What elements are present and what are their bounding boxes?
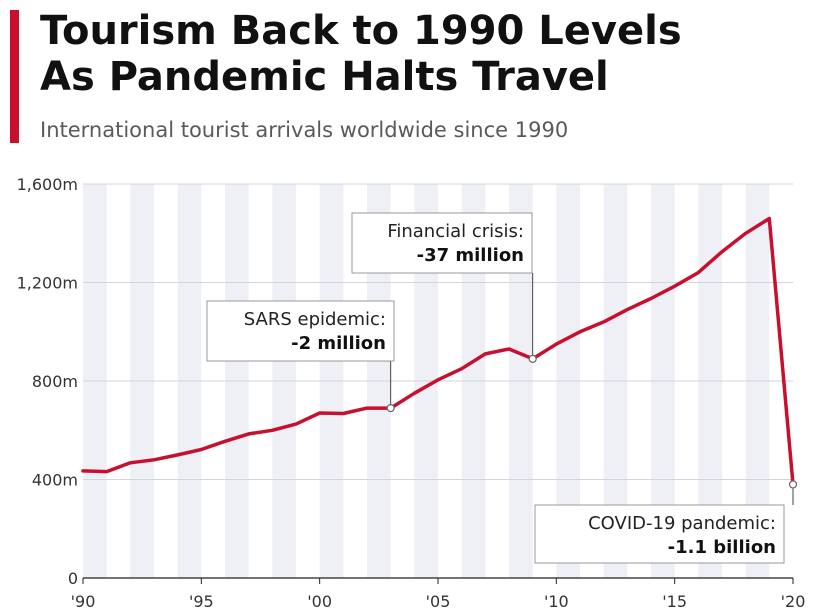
x-tick-label: '95 xyxy=(189,592,214,611)
y-tick-label: 800m xyxy=(32,372,78,391)
y-tick-label: 1,200m xyxy=(17,274,78,293)
annotation-label: COVID-19 pandemic: xyxy=(588,513,776,534)
title-line-2: As Pandemic Halts Travel xyxy=(40,54,609,100)
y-tick-label: 400m xyxy=(32,471,78,490)
accent-bar xyxy=(10,10,19,143)
x-tick-label: '05 xyxy=(426,592,451,611)
y-tick-label: 0 xyxy=(68,569,78,588)
annotation-label: Financial crisis: xyxy=(387,221,524,242)
annotation-box xyxy=(351,212,533,274)
x-tick-label: '20 xyxy=(781,592,806,611)
y-tick-label: 1,600m xyxy=(17,175,78,194)
data-series-line xyxy=(81,216,795,487)
x-tick-label: '90 xyxy=(71,592,96,611)
annotation-point xyxy=(386,403,395,413)
x-tick-label: '10 xyxy=(544,592,569,611)
chart-subtitle: International tourist arrivals worldwide… xyxy=(40,118,569,142)
annotation-value: -1.1 billion xyxy=(668,537,776,558)
annotation-point xyxy=(788,480,798,489)
x-tick-label: '15 xyxy=(662,592,687,611)
annotation-value: -2 million xyxy=(291,333,386,354)
title-line-1: Tourism Back to 1990 Levels xyxy=(40,8,682,54)
annotation-point xyxy=(528,354,537,363)
annotation-box xyxy=(206,300,395,362)
x-tick-label: '00 xyxy=(307,592,332,611)
chart-title: Tourism Back to 1990 Levels As Pandemic … xyxy=(40,8,800,100)
annotation-value: -37 million xyxy=(417,245,524,266)
annotation-box xyxy=(534,504,785,564)
annotation-label: SARS epidemic: xyxy=(244,309,386,330)
